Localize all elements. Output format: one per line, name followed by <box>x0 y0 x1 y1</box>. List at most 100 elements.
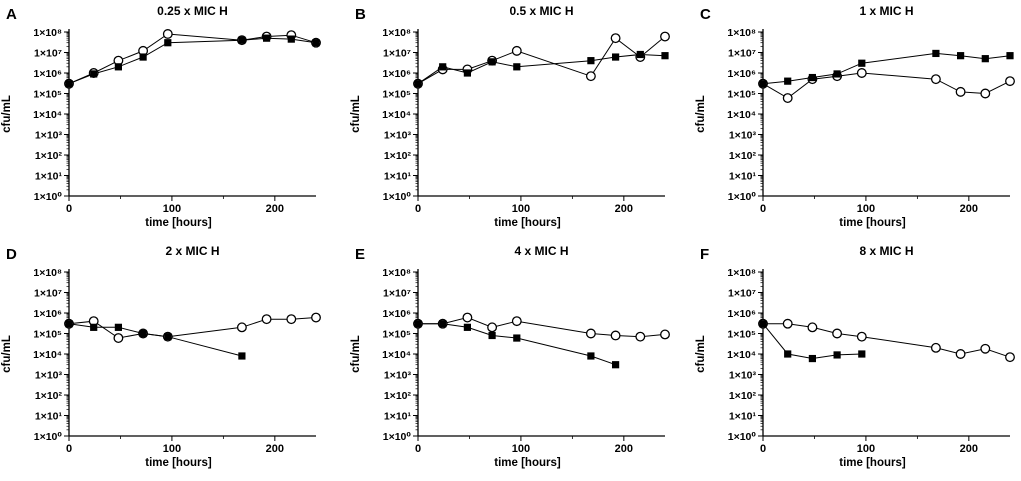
data-point-circle <box>162 29 173 39</box>
data-point-square <box>587 352 595 360</box>
data-point-square <box>587 57 595 65</box>
y-tick-label: 1×10⁰ <box>728 431 757 443</box>
y-axis-label: cfu/mL <box>1 335 13 373</box>
data-point-square <box>164 333 172 341</box>
y-tick-label: 1×10⁸ <box>727 267 756 279</box>
data-point-circle <box>980 88 991 99</box>
data-point-circle <box>585 328 596 339</box>
y-tick-label: 1×10² <box>35 390 63 402</box>
data-point-square <box>287 35 295 43</box>
y-tick-label: 1×10³ <box>729 370 757 382</box>
data-point-square <box>488 58 496 66</box>
y-axis-label: cfu/mL <box>350 335 362 373</box>
panel-e: E 4 x MIC H 1×10⁰ 1×10¹ 1×10² 1×10³ 1×10⁴ 1×10⁵… <box>350 244 670 469</box>
data-point-square <box>833 70 841 78</box>
series-line <box>762 72 1011 99</box>
data-point-circle <box>286 314 297 325</box>
x-axis-label: time [hours] <box>494 457 561 469</box>
data-point-circle <box>782 318 793 329</box>
data-point-square <box>439 63 447 71</box>
y-tick-label: 1×10⁷ <box>728 288 756 300</box>
data-point-circle <box>487 322 498 333</box>
data-point-square <box>414 320 422 328</box>
panel-letter: A <box>6 6 17 23</box>
data-point-square <box>238 36 246 44</box>
x-axis-label: time [hours] <box>145 217 212 229</box>
panel-title: 2 x MIC H <box>165 244 219 258</box>
y-tick-label: 1×10¹ <box>384 171 412 183</box>
y-axis-label: cfu/mL <box>1 95 13 133</box>
data-point-circle <box>462 312 473 323</box>
data-point-square <box>65 320 73 328</box>
panel-title: 8 x MIC H <box>859 244 913 258</box>
x-axis-label: time [hours] <box>494 217 561 229</box>
panel-letter: C <box>700 6 711 23</box>
data-point-square <box>636 50 644 59</box>
y-tick-label: 1×10⁵ <box>727 329 756 341</box>
y-tick-label: 1×10⁵ <box>33 329 62 341</box>
series-line <box>762 52 1011 85</box>
y-axis-label: cfu/mL <box>350 95 362 133</box>
x-tick-label: 0 <box>760 443 766 455</box>
data-point-circle <box>856 68 867 78</box>
data-point-circle <box>807 322 818 333</box>
y-tick-label: 1×10⁵ <box>33 89 62 101</box>
y-tick-label: 1×10⁰ <box>34 431 63 443</box>
y-tick-label: 1×10⁰ <box>728 191 757 203</box>
y-tick-label: 1×10⁶ <box>34 68 63 80</box>
data-point-circle <box>782 93 793 103</box>
y-tick-label: 1×10¹ <box>35 411 63 423</box>
panel-title: 4 x MIC H <box>514 244 568 258</box>
panel-f: F 8 x MIC H 1×10⁰ 1×10¹ 1×10² 1×10³ 1×10⁴ 1×10⁵… <box>695 244 1015 469</box>
x-tick-label: 100 <box>163 203 181 215</box>
y-axis-label: cfu/mL <box>695 95 707 133</box>
data-point-circle <box>1005 76 1015 87</box>
y-tick-label: 1×10⁴ <box>33 349 62 361</box>
data-point-square <box>513 334 521 342</box>
data-point-square <box>957 52 965 60</box>
x-axis-label: time [hours] <box>839 457 906 469</box>
y-tick-label: 1×10⁸ <box>727 27 756 39</box>
y-tick-label: 1×10³ <box>729 130 757 142</box>
data-point-square <box>932 49 940 58</box>
data-point-circle <box>311 312 321 323</box>
panel-title: 0.25 x MIC H <box>157 4 228 18</box>
data-point-square <box>114 323 122 331</box>
series-line <box>68 37 317 85</box>
y-tick-label: 1×10⁶ <box>728 308 757 320</box>
data-point-circle <box>610 33 621 44</box>
data-point-circle <box>856 331 867 342</box>
y-tick-label: 1×10⁶ <box>383 68 412 80</box>
y-tick-label: 1×10⁷ <box>383 288 411 300</box>
y-tick-label: 1×10² <box>35 150 63 162</box>
y-tick-label: 1×10⁴ <box>33 109 62 121</box>
y-tick-label: 1×10⁶ <box>34 308 63 320</box>
y-tick-label: 1×10⁴ <box>727 349 756 361</box>
data-point-circle <box>113 333 124 343</box>
y-tick-label: 1×10⁰ <box>383 191 412 203</box>
x-tick-label: 200 <box>960 203 978 215</box>
data-point-square <box>808 73 816 82</box>
x-tick-label: 100 <box>857 203 875 215</box>
panel-b: B 0.5 x MIC H 1×10⁰ 1×10¹ 1×10² 1×10³ 1×10⁴ 1×1… <box>350 4 670 229</box>
series-line <box>418 323 616 366</box>
data-point-circle <box>236 322 247 333</box>
data-point-square <box>858 59 866 67</box>
x-tick-label: 0 <box>760 203 766 215</box>
data-point-square <box>238 352 246 360</box>
y-tick-label: 1×10⁰ <box>34 191 63 203</box>
y-tick-label: 1×10⁰ <box>383 431 412 443</box>
y-tick-label: 1×10⁵ <box>382 329 411 341</box>
y-tick-label: 1×10³ <box>35 370 63 382</box>
data-point-square <box>759 80 767 88</box>
y-tick-label: 1×10¹ <box>729 171 757 183</box>
panel-title: 1 x MIC H <box>859 4 913 18</box>
x-tick-label: 200 <box>266 443 284 455</box>
data-point-square <box>1006 52 1014 60</box>
data-point-circle <box>930 74 941 85</box>
x-axis-label: time [hours] <box>145 457 212 469</box>
y-tick-label: 1×10⁶ <box>728 68 757 80</box>
x-axis-label: time [hours] <box>839 217 906 229</box>
y-tick-label: 1×10⁷ <box>34 48 62 60</box>
